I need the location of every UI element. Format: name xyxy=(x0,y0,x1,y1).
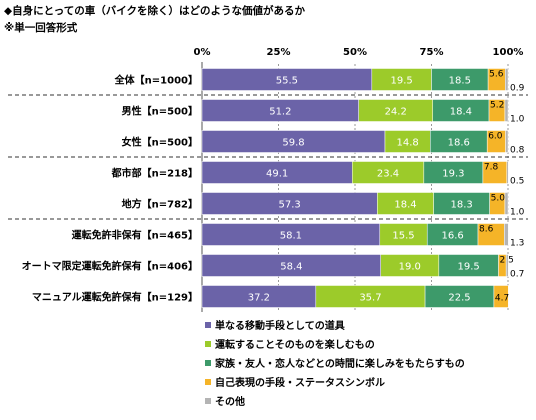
data-label: 24.2 xyxy=(385,107,407,118)
data-label: 57.3 xyxy=(279,200,301,211)
x-tick-label: 0% xyxy=(194,47,211,58)
bar-segment xyxy=(493,285,509,308)
x-tick-label: 50% xyxy=(343,47,367,58)
data-label: 59.8 xyxy=(282,138,304,149)
data-label: 6.0 xyxy=(488,132,503,142)
x-tick-label: 75% xyxy=(420,47,444,58)
data-label: 58.4 xyxy=(280,262,302,273)
data-label: 58.1 xyxy=(280,231,302,242)
category-label: 都市部【n=218】 xyxy=(111,167,198,180)
category-label: 女性【n=500】 xyxy=(122,136,198,149)
category-label: 男性【n=500】 xyxy=(122,105,198,118)
bar-segment xyxy=(505,130,509,153)
category-label: マニュアル運転免許保有【n=129】 xyxy=(32,291,198,304)
x-tick-label: 25% xyxy=(267,47,291,58)
data-label: 1.0 xyxy=(510,208,525,218)
legend-swatch xyxy=(205,360,211,366)
data-label: 51.2 xyxy=(269,107,291,118)
data-label: 49.1 xyxy=(266,169,288,180)
legend-swatch xyxy=(205,398,211,404)
data-label: 55.5 xyxy=(276,76,298,87)
data-label: 18.5 xyxy=(449,76,471,87)
bar-segment xyxy=(504,192,509,215)
x-tick-label: 100% xyxy=(493,47,524,58)
data-label: 0.9 xyxy=(510,84,525,94)
legend-label: 単なる移動手段としての道具 xyxy=(215,319,345,332)
bar-segment xyxy=(506,161,509,184)
legend-label: その他 xyxy=(215,395,245,408)
data-label: 19.5 xyxy=(458,262,480,273)
data-label: 18.3 xyxy=(451,200,473,211)
chart-title: ◆自身にとっての車（バイクを除く）はどのような価値があるか xyxy=(4,5,306,17)
data-label: 19.3 xyxy=(442,169,464,180)
data-label: 5.0 xyxy=(491,194,506,204)
data-label: 0.5 xyxy=(510,177,524,187)
data-label: 19.0 xyxy=(399,262,421,273)
legend-swatch xyxy=(205,322,211,328)
data-label: 18.4 xyxy=(394,200,416,211)
data-label: 1.0 xyxy=(510,115,525,125)
category-label: オートマ限定運転免許保有【n=406】 xyxy=(22,260,198,273)
bar-segment xyxy=(504,99,509,122)
data-label: 14.8 xyxy=(396,138,418,149)
category-label: 運転免許非保有【n=465】 xyxy=(72,229,198,242)
data-label: 18.4 xyxy=(450,107,472,118)
bar-segment xyxy=(504,68,509,91)
legend-swatch xyxy=(205,379,211,385)
data-label: 8.6 xyxy=(479,225,494,235)
data-label: 1.3 xyxy=(510,239,524,249)
data-label: 19.5 xyxy=(391,76,413,87)
data-label: 16.6 xyxy=(441,231,463,242)
data-label: 37.2 xyxy=(248,293,270,304)
legend-label: 家族・友人・恋人などとの時間に楽しみをもたらすもの xyxy=(215,357,465,370)
category-label: 地方【n=782】 xyxy=(122,198,198,211)
data-label: 0.8 xyxy=(510,146,525,156)
bar-segment xyxy=(504,223,509,246)
data-label: 4.7 xyxy=(495,294,509,304)
data-label: 18.6 xyxy=(448,138,470,149)
legend-label: 自己表現の手段・ステータスシンボル xyxy=(215,376,385,389)
data-label: 7.8 xyxy=(484,163,499,173)
category-label: 全体【n=1000】 xyxy=(114,74,198,87)
chart-subtitle: ※単一回答形式 xyxy=(4,22,78,34)
data-label: 5.6 xyxy=(489,70,504,80)
data-label: 15.5 xyxy=(392,231,414,242)
data-label: 23.4 xyxy=(377,169,399,180)
legend-swatch xyxy=(205,341,211,347)
data-label: 22.5 xyxy=(448,293,470,304)
bar-segment xyxy=(505,254,509,277)
data-label: 35.7 xyxy=(359,293,381,304)
data-label: 5.2 xyxy=(490,101,504,111)
legend-label: 運転することそのものを楽しむもの xyxy=(215,338,375,351)
data-label: 0.7 xyxy=(510,270,524,280)
